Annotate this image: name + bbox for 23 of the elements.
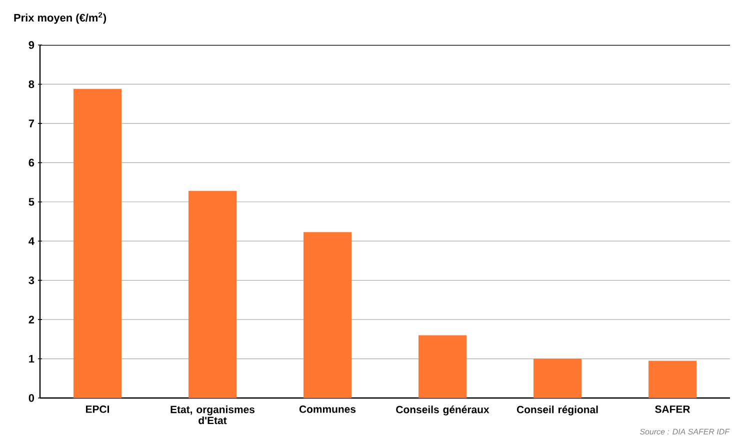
- bar: [188, 190, 237, 398]
- bar: [304, 232, 352, 398]
- y-tick-label: 8: [28, 80, 34, 88]
- y-tick-label: 5: [28, 198, 34, 206]
- y-tick-label: 6: [28, 158, 34, 167]
- bar: [534, 358, 582, 398]
- bar: [74, 88, 122, 398]
- y-tick-label: 9: [28, 41, 34, 49]
- x-tick-label: Conseil régional: [516, 406, 598, 416]
- y-tick-label: 4: [28, 237, 34, 245]
- bar: [648, 360, 697, 398]
- y-tick-label: 1: [29, 355, 34, 363]
- x-tick-label: Conseils généraux: [396, 406, 490, 416]
- x-tick-label: Communes: [299, 406, 356, 413]
- x-tick-label: SAFER: [655, 406, 690, 413]
- y-tick-label: 0: [28, 394, 34, 402]
- x-tick-label: Etat, organismes d'Etat: [170, 406, 255, 424]
- bar: [418, 335, 467, 398]
- x-tick-label: EPCI: [86, 406, 110, 413]
- y-tick-label: 7: [28, 120, 34, 128]
- y-axis-title: Prix moyen (€/m$^{2}$): [14, 12, 106, 24]
- y-tick-label: 2: [28, 316, 34, 324]
- y-tick-label: 3: [28, 276, 34, 284]
